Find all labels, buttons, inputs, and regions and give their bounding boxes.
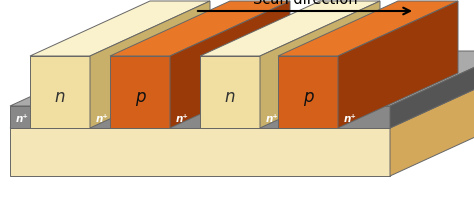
- Polygon shape: [30, 2, 210, 57]
- Polygon shape: [90, 2, 210, 128]
- Text: n⁺: n⁺: [266, 114, 279, 124]
- Text: n⁺: n⁺: [16, 114, 29, 124]
- Polygon shape: [110, 2, 290, 57]
- Polygon shape: [390, 74, 474, 176]
- Text: n: n: [55, 87, 65, 105]
- Text: p: p: [135, 87, 145, 105]
- Polygon shape: [10, 74, 474, 128]
- Polygon shape: [10, 52, 474, 107]
- Text: p: p: [303, 87, 313, 105]
- Polygon shape: [278, 57, 338, 128]
- Text: n⁺: n⁺: [344, 114, 357, 124]
- Polygon shape: [338, 2, 458, 128]
- Text: n⁺: n⁺: [96, 114, 109, 124]
- Polygon shape: [30, 57, 90, 128]
- Polygon shape: [10, 107, 390, 128]
- Text: Scan direction: Scan direction: [253, 0, 357, 7]
- Text: n⁺: n⁺: [176, 114, 189, 124]
- Polygon shape: [260, 2, 380, 128]
- Polygon shape: [110, 57, 170, 128]
- Polygon shape: [10, 128, 390, 176]
- Polygon shape: [390, 52, 474, 128]
- Polygon shape: [200, 2, 380, 57]
- Polygon shape: [200, 57, 260, 128]
- Polygon shape: [170, 2, 290, 128]
- Text: n: n: [225, 87, 235, 105]
- Polygon shape: [278, 2, 458, 57]
